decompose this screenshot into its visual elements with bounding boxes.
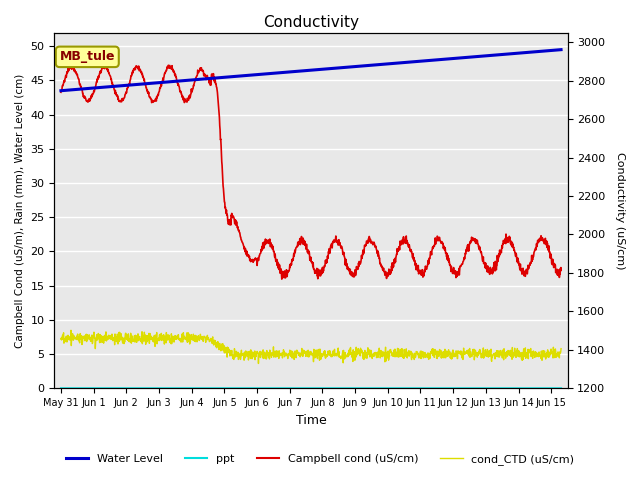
X-axis label: Time: Time	[296, 414, 326, 427]
Y-axis label: Campbell Cond (uS/m), Rain (mm), Water Level (cm): Campbell Cond (uS/m), Rain (mm), Water L…	[15, 73, 25, 348]
Y-axis label: Conductivity (uS/cm): Conductivity (uS/cm)	[615, 152, 625, 269]
Text: MB_tule: MB_tule	[60, 50, 115, 63]
Legend: Water Level, ppt, Campbell cond (uS/cm), cond_CTD (uS/cm): Water Level, ppt, Campbell cond (uS/cm),…	[61, 450, 579, 469]
Title: Conductivity: Conductivity	[263, 15, 359, 30]
